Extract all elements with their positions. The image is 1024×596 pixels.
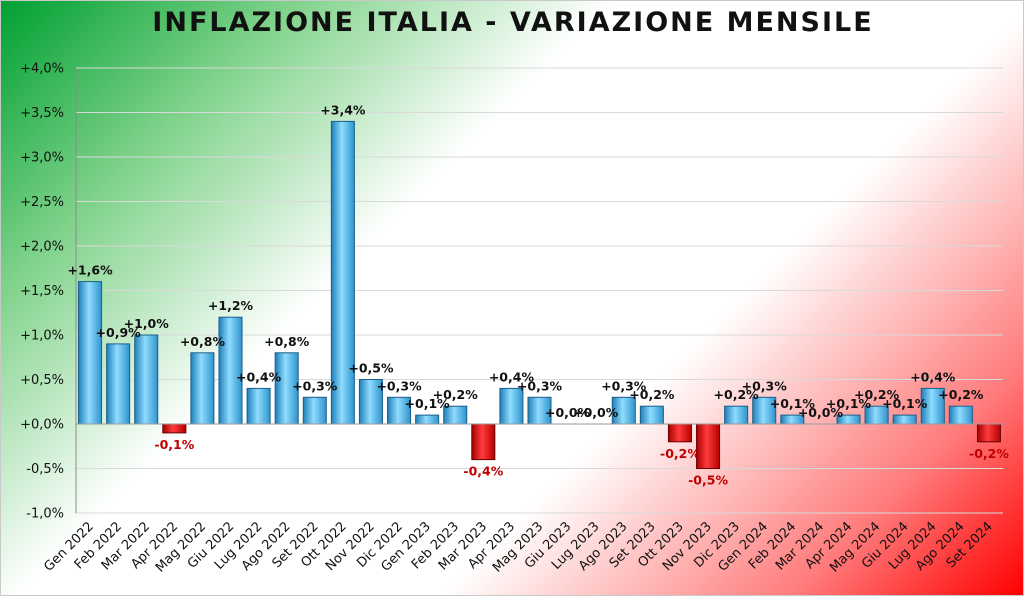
data-label: +0,3% (601, 378, 647, 393)
bar (696, 423, 721, 469)
bar (162, 423, 187, 434)
data-label: +0,0% (545, 405, 591, 420)
bar (724, 405, 749, 425)
bar (302, 396, 327, 425)
data-label: +0,1% (826, 396, 872, 411)
y-tick-label: -0,5% (26, 462, 64, 477)
y-tick-label: +2,5% (20, 195, 64, 210)
bar (976, 423, 1001, 443)
data-label: -0,5% (688, 473, 728, 488)
bar (471, 423, 496, 461)
bar-layer (78, 120, 1001, 469)
y-tick-label: +1,5% (20, 284, 64, 299)
data-label: +0,2% (714, 387, 760, 402)
data-label: -0,1% (154, 437, 194, 452)
bar (948, 405, 973, 425)
data-label: +0,2% (433, 387, 479, 402)
bar (892, 414, 917, 425)
data-label: +0,1% (882, 396, 928, 411)
y-tick-label: -1,0% (26, 507, 64, 522)
bar (78, 281, 103, 425)
chart-title: INFLAZIONE ITALIA - VARIAZIONE MENSILE (152, 7, 874, 38)
data-label: +0,4% (236, 369, 282, 384)
data-label: +0,4% (910, 369, 956, 384)
bar (134, 334, 159, 425)
data-label: +0,0% (573, 405, 619, 420)
y-tick-label: +2,0% (20, 240, 64, 255)
data-label: +1,6% (67, 263, 113, 278)
bar (246, 387, 271, 425)
data-label: +1,0% (124, 316, 170, 331)
data-label: +0,5% (348, 361, 394, 376)
data-label-layer: +1,6% +0,9%+1,0% -0,1% +0,8% +1,2% +0,4% +0,8%… (67, 102, 1009, 487)
data-label: -0,2% (660, 446, 700, 461)
data-label: +0,0% (798, 405, 844, 420)
y-tick-label: +0,0% (20, 418, 64, 433)
data-label: +0,1% (770, 396, 816, 411)
data-label: +0,1% (405, 396, 451, 411)
data-label: +0,3% (292, 378, 338, 393)
data-label: +0,8% (264, 334, 310, 349)
data-label: +0,3% (376, 378, 422, 393)
data-label: +3,4% (320, 102, 366, 117)
y-tick-label: +3,0% (20, 151, 64, 166)
data-label: +0,2% (854, 387, 900, 402)
data-label: +0,3% (517, 378, 563, 393)
data-label: +1,2% (208, 298, 254, 313)
y-tick-label: +3,5% (20, 106, 64, 121)
data-label: -0,4% (463, 464, 503, 479)
bar (667, 423, 692, 443)
data-label: +0,2% (629, 387, 675, 402)
bar (499, 387, 524, 425)
bar (415, 414, 440, 425)
y-tick-label: +4,0% (20, 62, 64, 77)
y-tick-label: +0,5% (20, 373, 64, 388)
data-label: +0,8% (180, 334, 226, 349)
bar (190, 352, 215, 425)
data-label: +0,3% (742, 378, 788, 393)
data-label: -0,2% (969, 446, 1009, 461)
y-tick-label: +1,0% (20, 329, 64, 344)
bar (639, 405, 664, 425)
data-label: +0,4% (489, 369, 535, 384)
grid-layer (76, 67, 1003, 514)
bar (106, 343, 131, 425)
data-label: +0,9% (96, 325, 142, 340)
data-label: +0,2% (938, 387, 984, 402)
